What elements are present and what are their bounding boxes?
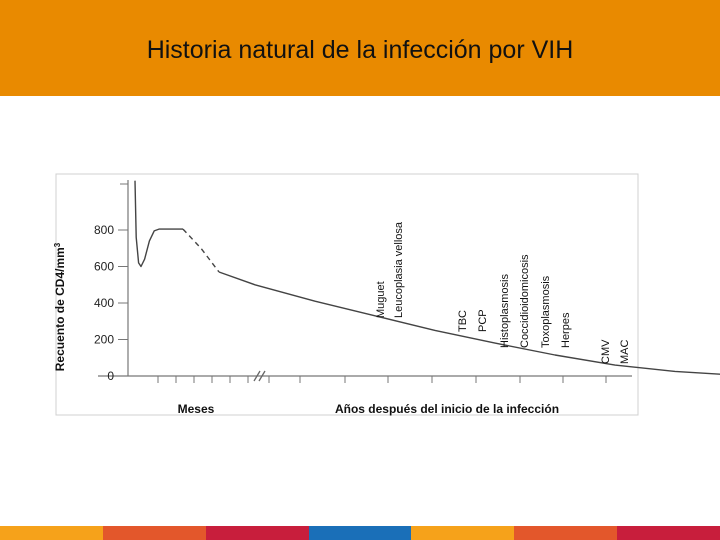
- footer-stripe-segment: [102, 526, 207, 540]
- footer-stripe-segment: [411, 526, 516, 540]
- y-axis-label-main: Recuento de CD4/mm: [53, 247, 67, 371]
- title-banner: Historia natural de la infección por VIH: [0, 0, 720, 96]
- annotation-label: Herpes: [560, 312, 572, 348]
- y-tick-label: 0: [107, 369, 114, 383]
- annotation-label: MAC: [619, 340, 631, 365]
- chart-frame: [55, 173, 639, 416]
- y-tick-label: 800: [94, 223, 114, 237]
- x-axis-label-meses: Meses: [178, 402, 215, 416]
- annotation-label: PCP: [477, 309, 489, 332]
- x-axis-label-anos: Años después del inicio de la infección: [335, 402, 559, 416]
- footer-stripe-segment: [514, 526, 619, 540]
- annotation-label: Toxoplasmosis: [540, 275, 552, 348]
- y-axis-label: Recuento de CD4/mm3: [53, 242, 68, 371]
- annotation-label: Muguet: [375, 281, 387, 318]
- y-axis-label-superscript: 3: [53, 242, 62, 247]
- x-ticks: [157, 376, 607, 383]
- footer-stripe-segment: [0, 526, 104, 540]
- annotation-label: Coccidioidomicosis: [519, 254, 531, 348]
- slide-title: Historia natural de la infección por VIH: [146, 36, 574, 64]
- y-ticks: 0 200 400 600 800: [94, 183, 128, 383]
- cd4-curve: [134, 180, 720, 375]
- axis-break-mark: [253, 370, 266, 382]
- footer-stripe-segment: [308, 526, 413, 540]
- y-tick-label: 400: [94, 296, 114, 310]
- y-axis-label-text: Recuento de CD4/mm3: [53, 242, 68, 371]
- y-tick-label: 600: [94, 260, 114, 274]
- y-tick-label: 200: [94, 333, 114, 347]
- cd4-curve-segment: [134, 180, 183, 268]
- annotation-label: CMV: [600, 339, 612, 364]
- footer-stripe-segment: [205, 526, 310, 540]
- cd4-curve-segment: [182, 228, 220, 273]
- footer-stripe-segment: [617, 526, 720, 540]
- cd4-curve-segment: [218, 271, 720, 375]
- annotation-label: Leucoplasia vellosa: [393, 221, 405, 318]
- annotation-label: TBC: [457, 310, 469, 332]
- annotation-label: Histoplasmosis: [499, 274, 511, 348]
- annotations: Muguet Leucoplasia vellosa TBC PCP Histoplas…: [375, 221, 631, 364]
- axes: [98, 180, 632, 382]
